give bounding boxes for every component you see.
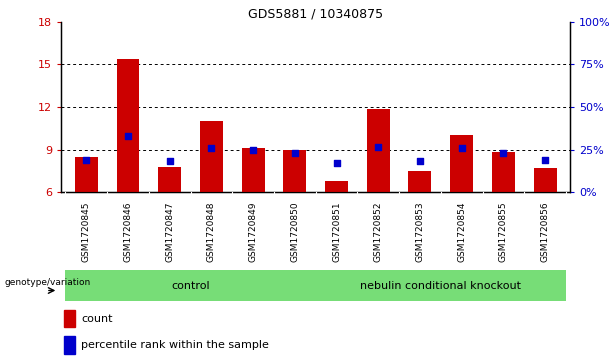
- Text: GSM1720848: GSM1720848: [207, 201, 216, 262]
- Bar: [325, 181, 348, 192]
- Point: [165, 158, 175, 164]
- Point: [248, 147, 258, 152]
- Text: GSM1720849: GSM1720849: [249, 201, 257, 262]
- Point: [415, 158, 425, 164]
- Text: percentile rank within the sample: percentile rank within the sample: [81, 340, 269, 350]
- Bar: [200, 121, 223, 192]
- Text: GSM1720847: GSM1720847: [166, 201, 174, 262]
- Text: GSM1720853: GSM1720853: [416, 201, 424, 262]
- Text: nebulin conditional knockout: nebulin conditional knockout: [360, 281, 521, 291]
- Bar: [450, 135, 473, 192]
- Point: [332, 160, 341, 166]
- Point: [82, 157, 91, 163]
- Point: [540, 157, 550, 163]
- Bar: [242, 148, 265, 192]
- Bar: [367, 109, 390, 192]
- Text: control: control: [171, 281, 210, 291]
- Point: [457, 146, 466, 151]
- Bar: [316, 270, 566, 301]
- Bar: [64, 310, 75, 327]
- Bar: [75, 157, 98, 192]
- Bar: [64, 337, 75, 354]
- Text: genotype/variation: genotype/variation: [5, 278, 91, 287]
- Text: GSM1720854: GSM1720854: [457, 201, 466, 262]
- Point: [123, 132, 133, 138]
- Text: GSM1720850: GSM1720850: [291, 201, 299, 262]
- Bar: [492, 152, 515, 192]
- Text: GSM1720855: GSM1720855: [499, 201, 508, 262]
- Point: [498, 150, 508, 155]
- Point: [207, 146, 216, 151]
- Text: GSM1720845: GSM1720845: [82, 201, 91, 262]
- Bar: [283, 150, 306, 192]
- Text: GSM1720856: GSM1720856: [541, 201, 550, 262]
- Text: GSM1720852: GSM1720852: [374, 201, 383, 262]
- Point: [290, 150, 300, 155]
- Point: [373, 144, 383, 150]
- Bar: [408, 171, 432, 192]
- Title: GDS5881 / 10340875: GDS5881 / 10340875: [248, 8, 383, 21]
- Bar: [533, 167, 557, 192]
- Text: GSM1720851: GSM1720851: [332, 201, 341, 262]
- Bar: [66, 270, 316, 301]
- Text: count: count: [81, 314, 113, 323]
- Bar: [158, 167, 181, 192]
- Text: GSM1720846: GSM1720846: [124, 201, 132, 262]
- Bar: [116, 60, 140, 192]
